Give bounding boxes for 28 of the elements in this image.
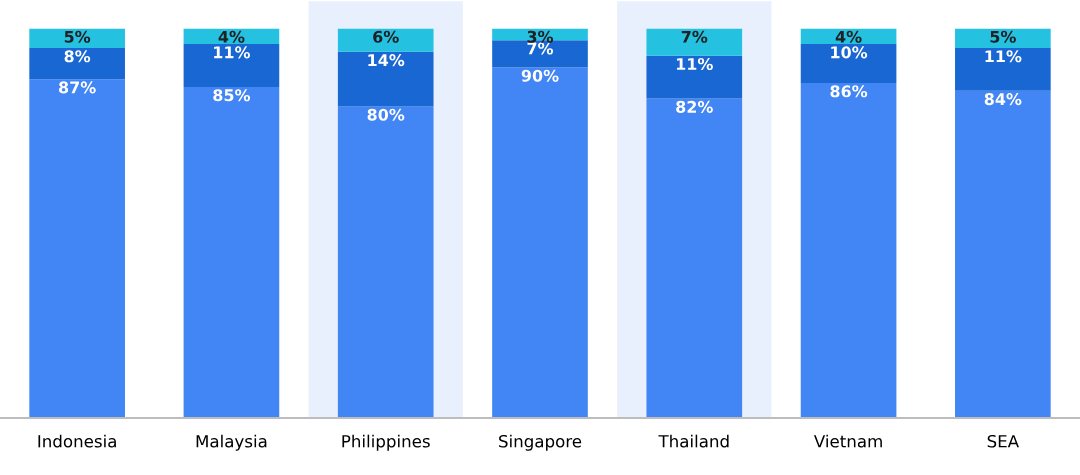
data-label: 10% xyxy=(831,46,868,59)
data-label: 5% xyxy=(64,30,91,43)
x-tick-label: Philippines xyxy=(342,434,430,451)
data-label: 80% xyxy=(367,108,405,121)
data-label: 86% xyxy=(830,85,868,98)
data-label: 4% xyxy=(835,30,862,43)
data-label: 14% xyxy=(368,54,405,67)
data-label: 11% xyxy=(676,57,713,71)
data-label: 5% xyxy=(990,30,1016,43)
data-label: 11% xyxy=(985,50,1022,63)
data-label: 7% xyxy=(681,30,708,43)
x-tick-label: SEA xyxy=(987,434,1019,448)
data-label: 85% xyxy=(213,89,251,102)
data-label: 8% xyxy=(64,50,91,63)
data-label: 82% xyxy=(676,100,713,113)
x-tick-label: Thailand xyxy=(658,434,729,448)
data-label: 84% xyxy=(984,93,1022,106)
data-label: 11% xyxy=(214,46,251,59)
data-label: 3% xyxy=(527,30,554,43)
data-label: 7% xyxy=(527,42,554,55)
x-tick-label: Singapore xyxy=(499,434,582,451)
x-tick-label: Indonesia xyxy=(38,434,116,448)
data-label: 6% xyxy=(373,30,399,43)
data-label: 4% xyxy=(218,30,245,43)
data-label: 90% xyxy=(521,69,559,82)
x-tick-label: Malaysia xyxy=(196,434,267,451)
x-tick-label: Vietnam xyxy=(813,434,882,448)
data-label: 87% xyxy=(59,81,96,94)
